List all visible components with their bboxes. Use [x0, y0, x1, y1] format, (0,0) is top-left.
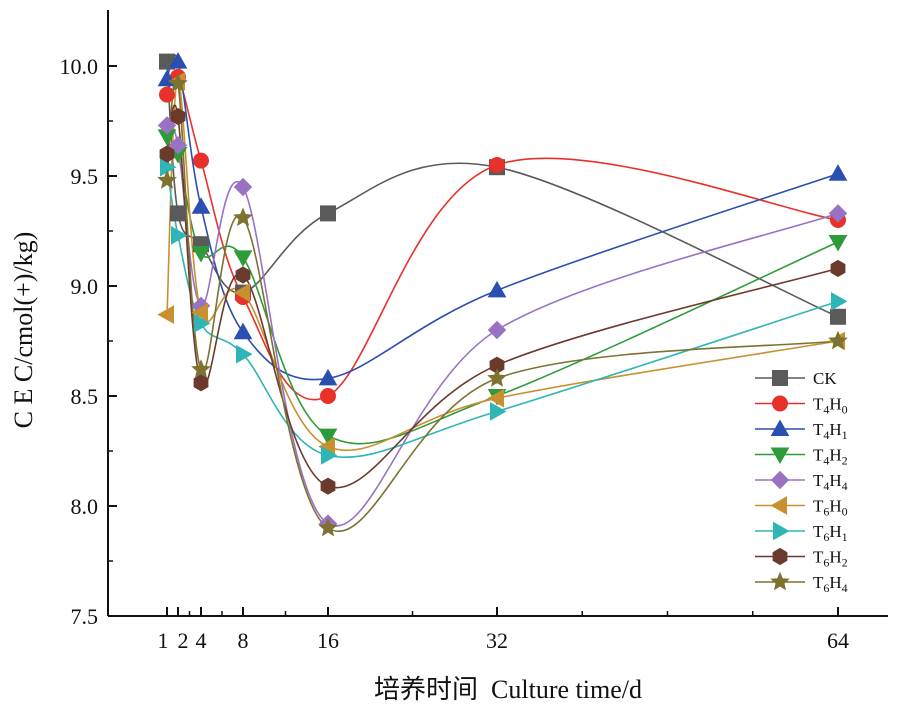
data-point-t4h1-x32	[487, 280, 507, 298]
data-point-t6h1-x8	[236, 344, 253, 364]
legend-item-t4h0: T4H0	[755, 395, 848, 417]
data-point-t6h0-x8	[233, 283, 250, 302]
data-point-t6h1-x4	[194, 314, 211, 333]
legend-item-t6h4: T6H4	[755, 571, 848, 595]
legend-label-t6h2: T6H2	[813, 548, 848, 570]
data-point-t6h1-x32	[490, 402, 507, 421]
x-tick-label: 8	[238, 628, 249, 653]
data-point-t6h1-x16	[321, 446, 338, 465]
series-line-t4h4	[166, 124, 839, 527]
legend-item-t6h2: T6H2	[755, 548, 848, 570]
x-axis-title: 培养时间 Culture time/d	[374, 675, 642, 704]
legend-marker-ck	[772, 370, 788, 386]
data-point-t4h0-x32	[489, 157, 505, 173]
legend-marker-t6h0	[770, 496, 787, 515]
legend-marker-t4h1	[770, 419, 790, 436]
data-point-t4h2-x16	[318, 428, 338, 446]
series-line-t4h0	[166, 73, 839, 401]
data-point-t6h1-x64	[831, 292, 848, 311]
axes-layer: 7.5 8.0 8.5 9.0 9.5 10.0 1 2 4 8 16 32 64	[60, 10, 888, 653]
y-tick-label: 8.5	[71, 384, 99, 409]
data-point-t4h2-x64	[828, 235, 848, 252]
legend-label-t4h2: T4H2	[813, 446, 848, 468]
data-point-t4h1-x64	[828, 164, 848, 181]
y-tick-label: 9.0	[71, 274, 99, 299]
data-point-t6h4-x4	[191, 359, 211, 378]
legend-label-t4h4: T4H4	[813, 471, 848, 493]
data-point-t6h0-x1	[157, 305, 174, 324]
legend-label-t6h4: T6H4	[813, 573, 848, 595]
data-point-t6h2-x64	[830, 259, 846, 277]
legend-item-t4h1: T4H1	[755, 419, 848, 442]
data-point-t4h4-x64	[828, 204, 848, 223]
y-tick-label: 8.0	[71, 494, 99, 519]
x-tick-label: 16	[317, 628, 339, 653]
data-point-t6h4-x16	[318, 517, 338, 537]
data-point-t4h0-x16	[320, 388, 336, 404]
data-point-t6h1-x2	[171, 226, 188, 245]
legend-label-t6h0: T6H0	[813, 497, 848, 519]
data-point-t4h0-x1	[159, 86, 175, 103]
legend-label-t4h0: T4H0	[813, 395, 848, 417]
series-line-t6h1	[166, 167, 839, 459]
data-point-t6h2-x2	[170, 108, 186, 126]
x-tick-label: 32	[486, 628, 508, 653]
data-point-t6h0-x32	[487, 388, 504, 408]
x-tick-label: 2	[178, 628, 189, 653]
legend-item-t6h0: T6H0	[755, 496, 848, 519]
legend-marker-t4h0	[772, 395, 788, 412]
legend-marker-t6h1	[773, 521, 790, 541]
legend-item-ck: CK	[755, 369, 837, 388]
data-point-t4h1-x2	[168, 52, 188, 69]
data-point-t6h4-x64	[828, 330, 848, 350]
data-point-t6h2-x1	[159, 145, 175, 163]
data-point-ck-x16	[320, 205, 336, 222]
legend-marker-t6h4	[770, 571, 790, 591]
x-tick-label: 4	[196, 628, 207, 653]
data-point-t6h2-x8	[235, 266, 251, 284]
data-point-t4h4-x8	[233, 177, 253, 197]
legend-label-t4h1: T4H1	[813, 420, 848, 442]
legend-item-t4h2: T4H2	[755, 446, 848, 468]
data-point-t4h2-x8	[233, 250, 253, 267]
series-line-ck	[166, 61, 839, 318]
legend-marker-t6h2	[772, 547, 788, 566]
data-point-t4h1-x8	[233, 322, 253, 340]
legend-marker-t4h2	[770, 447, 790, 465]
data-point-t4h2-x4	[191, 246, 211, 263]
data-point-t6h0-x4	[191, 303, 208, 322]
data-point-ck-x64	[830, 308, 846, 325]
y-tick-label: 9.5	[71, 164, 99, 189]
data-point-t6h4-x32	[487, 368, 507, 387]
series-line-t6h2	[166, 104, 839, 489]
series-markers-layer	[157, 52, 848, 537]
data-point-t6h1-x1	[160, 157, 177, 177]
y-axis-title: C E C/cmol(+)/kg)	[9, 232, 38, 429]
y-tick-label: 10.0	[60, 54, 99, 79]
data-point-t4h1-x4	[191, 197, 211, 214]
x-tick-label: 64	[827, 628, 849, 653]
legend-item-t6h1: T6H1	[755, 521, 848, 544]
data-point-t6h4-x2	[168, 73, 188, 92]
data-point-t6h4-x1	[157, 170, 177, 189]
data-point-t4h0-x4	[193, 152, 209, 169]
data-point-t6h2-x4	[193, 374, 209, 392]
data-point-t4h4-x32	[487, 320, 507, 340]
data-point-t6h4-x8	[233, 207, 253, 227]
data-point-t6h2-x16	[320, 477, 336, 495]
y-tick-label: 7.5	[71, 604, 99, 629]
legend-item-t4h4: T4H4	[755, 470, 848, 493]
legend-marker-t4h4	[770, 470, 790, 490]
data-point-t4h1-x16	[318, 368, 338, 386]
legend-label-ck: CK	[813, 369, 837, 388]
legend: CK T4H0 T4H1 T4H2 T4H4 T6H0 T6H1 T6H2 T6H4	[755, 369, 848, 595]
x-tick-label: 1	[158, 628, 169, 653]
data-point-ck-x2	[170, 205, 186, 222]
legend-label-t6h1: T6H1	[813, 522, 848, 544]
